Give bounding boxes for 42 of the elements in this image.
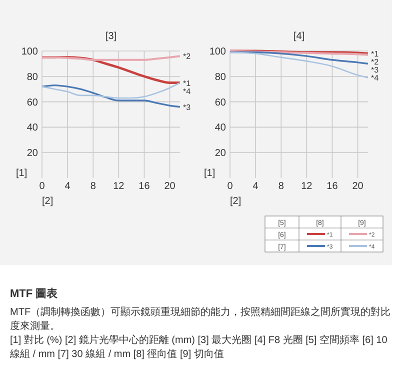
text: *3 (371, 66, 379, 75)
line-series (41, 82, 181, 99)
text: *4 (371, 74, 379, 83)
x-tick-label: 16 (138, 181, 150, 192)
x-tick-label: 0 (227, 181, 234, 192)
y-tick-label: 100 (209, 46, 226, 58)
x-tick-label: 16 (326, 181, 338, 192)
y-tick-label: 40 (26, 122, 38, 134)
series-label: *3 (183, 102, 192, 112)
chart-title: [4] (293, 31, 305, 42)
y-tick-label: 80 (214, 72, 226, 83)
x-tick-label: 4 (252, 181, 259, 192)
x-tick-label: 8 (278, 181, 284, 192)
line-series (41, 84, 181, 108)
line-series (40, 56, 182, 84)
x-tick-label: 12 (113, 181, 125, 192)
text: MTF（調制轉換函數）可顯示鏡頭重現細節的能力，按照精細間距線之間所實現的對比度來測量。 (10, 306, 392, 334)
x-tick-label: 20 (164, 181, 176, 192)
chart-title: [3] (105, 31, 117, 42)
y-tick-label: 100 (21, 46, 38, 58)
text: *2 (371, 58, 379, 67)
x-tick-label: 20 (352, 181, 364, 192)
y-tick-label: 20 (214, 148, 226, 160)
y-tick-label: 80 (26, 72, 38, 83)
y-tick-label: 60 (26, 97, 38, 108)
x-tick-label: 4 (64, 181, 71, 192)
x-tick-label: 0 (39, 181, 46, 192)
x-axis-title: [2] (42, 196, 54, 207)
y-axis-title: [1] (204, 168, 216, 179)
y-tick-label: 20 (26, 148, 38, 160)
text: MTF 圖表 (10, 286, 59, 301)
x-tick-label: 12 (301, 181, 313, 192)
x-axis-title: [2] (230, 196, 242, 207)
text: [1] 對比 (%) [2] 鏡片光學中心的距離 (mm) [3] 最大光圈 [4] F8 光圈 [5] 空間頻率 [6] 10 線組 / mm [7] 30 線組 / mm [8] 徑向值 [9] 切向值 (10, 334, 388, 362)
series-label: *2 (183, 52, 192, 62)
series-label: *4 (183, 86, 192, 96)
text: *1 (371, 50, 379, 59)
y-tick-label: 40 (214, 122, 226, 134)
series-label: *1 (183, 78, 192, 88)
x-tick-label: 8 (90, 181, 96, 192)
y-axis-title: [1] (16, 168, 28, 179)
y-tick-label: 60 (214, 97, 226, 108)
